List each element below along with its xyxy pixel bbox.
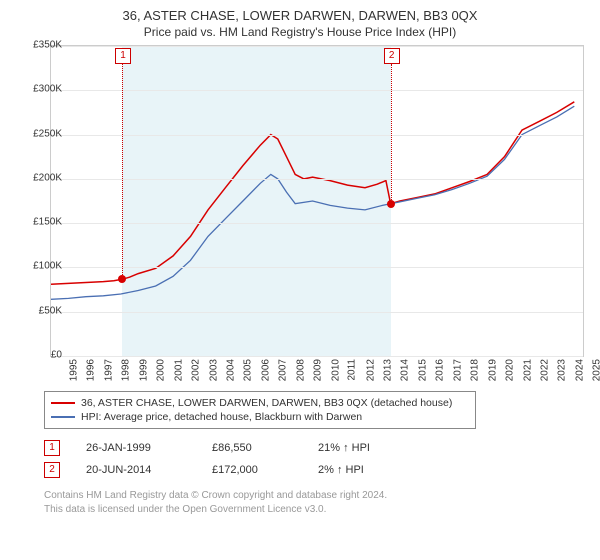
x-tick-label: 2008 [295, 359, 306, 381]
x-tick-label: 2018 [469, 359, 480, 381]
gridline [51, 356, 583, 357]
marker-label: 2 [384, 48, 400, 64]
x-tick-label: 2011 [347, 359, 358, 381]
gridline [51, 90, 583, 91]
x-tick-label: 2006 [260, 359, 271, 381]
x-tick-label: 2005 [243, 359, 254, 381]
plot-area: 12 [50, 45, 584, 357]
legend-swatch [51, 402, 75, 404]
x-tick-label: 2015 [417, 359, 428, 381]
x-tick-label: 2022 [539, 359, 550, 381]
tx-hpi: 21% ↑ HPI [318, 442, 408, 454]
y-tick-label: £100K [33, 261, 62, 272]
marker-line [122, 64, 123, 279]
y-tick-label: £150K [33, 217, 62, 228]
y-tick-label: £250K [33, 128, 62, 139]
marker-label: 1 [44, 440, 60, 456]
legend-item: HPI: Average price, detached house, Blac… [51, 410, 469, 424]
x-tick-label: 2004 [225, 359, 236, 381]
tx-date: 20-JUN-2014 [86, 464, 186, 476]
x-tick-label: 1995 [68, 359, 79, 381]
chart-lines [51, 46, 583, 356]
x-tick-label: 1999 [138, 359, 149, 381]
gridline [51, 223, 583, 224]
marker-dot [387, 200, 395, 208]
x-tick-label: 2003 [208, 359, 219, 381]
y-tick-label: £0 [51, 350, 62, 361]
y-tick-label: £200K [33, 172, 62, 183]
legend-label: HPI: Average price, detached house, Blac… [81, 411, 362, 423]
x-tick-label: 2002 [190, 359, 201, 381]
table-row: 1 26-JAN-1999 £86,550 21% ↑ HPI [44, 437, 600, 459]
x-tick-label: 2001 [173, 359, 184, 381]
x-tick-label: 2021 [522, 359, 533, 381]
x-tick-label: 2014 [400, 359, 411, 381]
footer-line: This data is licensed under the Open Gov… [44, 503, 600, 517]
marker-label: 2 [44, 462, 60, 478]
x-tick-label: 2009 [312, 359, 323, 381]
legend: 36, ASTER CHASE, LOWER DARWEN, DARWEN, B… [44, 391, 476, 429]
gridline [51, 267, 583, 268]
x-tick-label: 1996 [86, 359, 97, 381]
legend-item: 36, ASTER CHASE, LOWER DARWEN, DARWEN, B… [51, 396, 469, 410]
y-tick-label: £300K [33, 84, 62, 95]
gridline [51, 312, 583, 313]
x-tick-label: 2010 [330, 359, 341, 381]
legend-label: 36, ASTER CHASE, LOWER DARWEN, DARWEN, B… [81, 397, 452, 409]
y-tick-label: £50K [39, 305, 62, 316]
y-tick-label: £350K [33, 40, 62, 51]
x-tick-label: 2007 [278, 359, 289, 381]
x-tick-label: 2020 [504, 359, 515, 381]
series-property [51, 102, 574, 284]
tx-hpi: 2% ↑ HPI [318, 464, 408, 476]
page-title: 36, ASTER CHASE, LOWER DARWEN, DARWEN, B… [0, 0, 600, 23]
x-tick-label: 2000 [155, 359, 166, 381]
gridline [51, 179, 583, 180]
x-tick-label: 2012 [365, 359, 376, 381]
page-subtitle: Price paid vs. HM Land Registry's House … [0, 23, 600, 45]
x-tick-label: 1997 [103, 359, 114, 381]
transactions-table: 1 26-JAN-1999 £86,550 21% ↑ HPI 2 20-JUN-2014… [44, 437, 600, 481]
footer: Contains HM Land Registry data © Crown c… [44, 489, 600, 516]
x-tick-label: 2025 [592, 359, 600, 381]
marker-dot [118, 275, 126, 283]
legend-swatch [51, 416, 75, 418]
tx-price: £172,000 [212, 464, 292, 476]
tx-price: £86,550 [212, 442, 292, 454]
chart: 12 £0£50K£100K£150K£200K£250K£300K£350K1… [36, 45, 596, 385]
x-tick-label: 2013 [382, 359, 393, 381]
x-tick-label: 2016 [435, 359, 446, 381]
gridline [51, 46, 583, 47]
x-tick-label: 2023 [557, 359, 568, 381]
x-tick-label: 2017 [452, 359, 463, 381]
x-tick-label: 2019 [487, 359, 498, 381]
x-tick-label: 1998 [121, 359, 132, 381]
marker-line [391, 64, 392, 204]
marker-label: 1 [115, 48, 131, 64]
tx-date: 26-JAN-1999 [86, 442, 186, 454]
footer-line: Contains HM Land Registry data © Crown c… [44, 489, 600, 503]
gridline [51, 135, 583, 136]
table-row: 2 20-JUN-2014 £172,000 2% ↑ HPI [44, 459, 600, 481]
x-tick-label: 2024 [574, 359, 585, 381]
